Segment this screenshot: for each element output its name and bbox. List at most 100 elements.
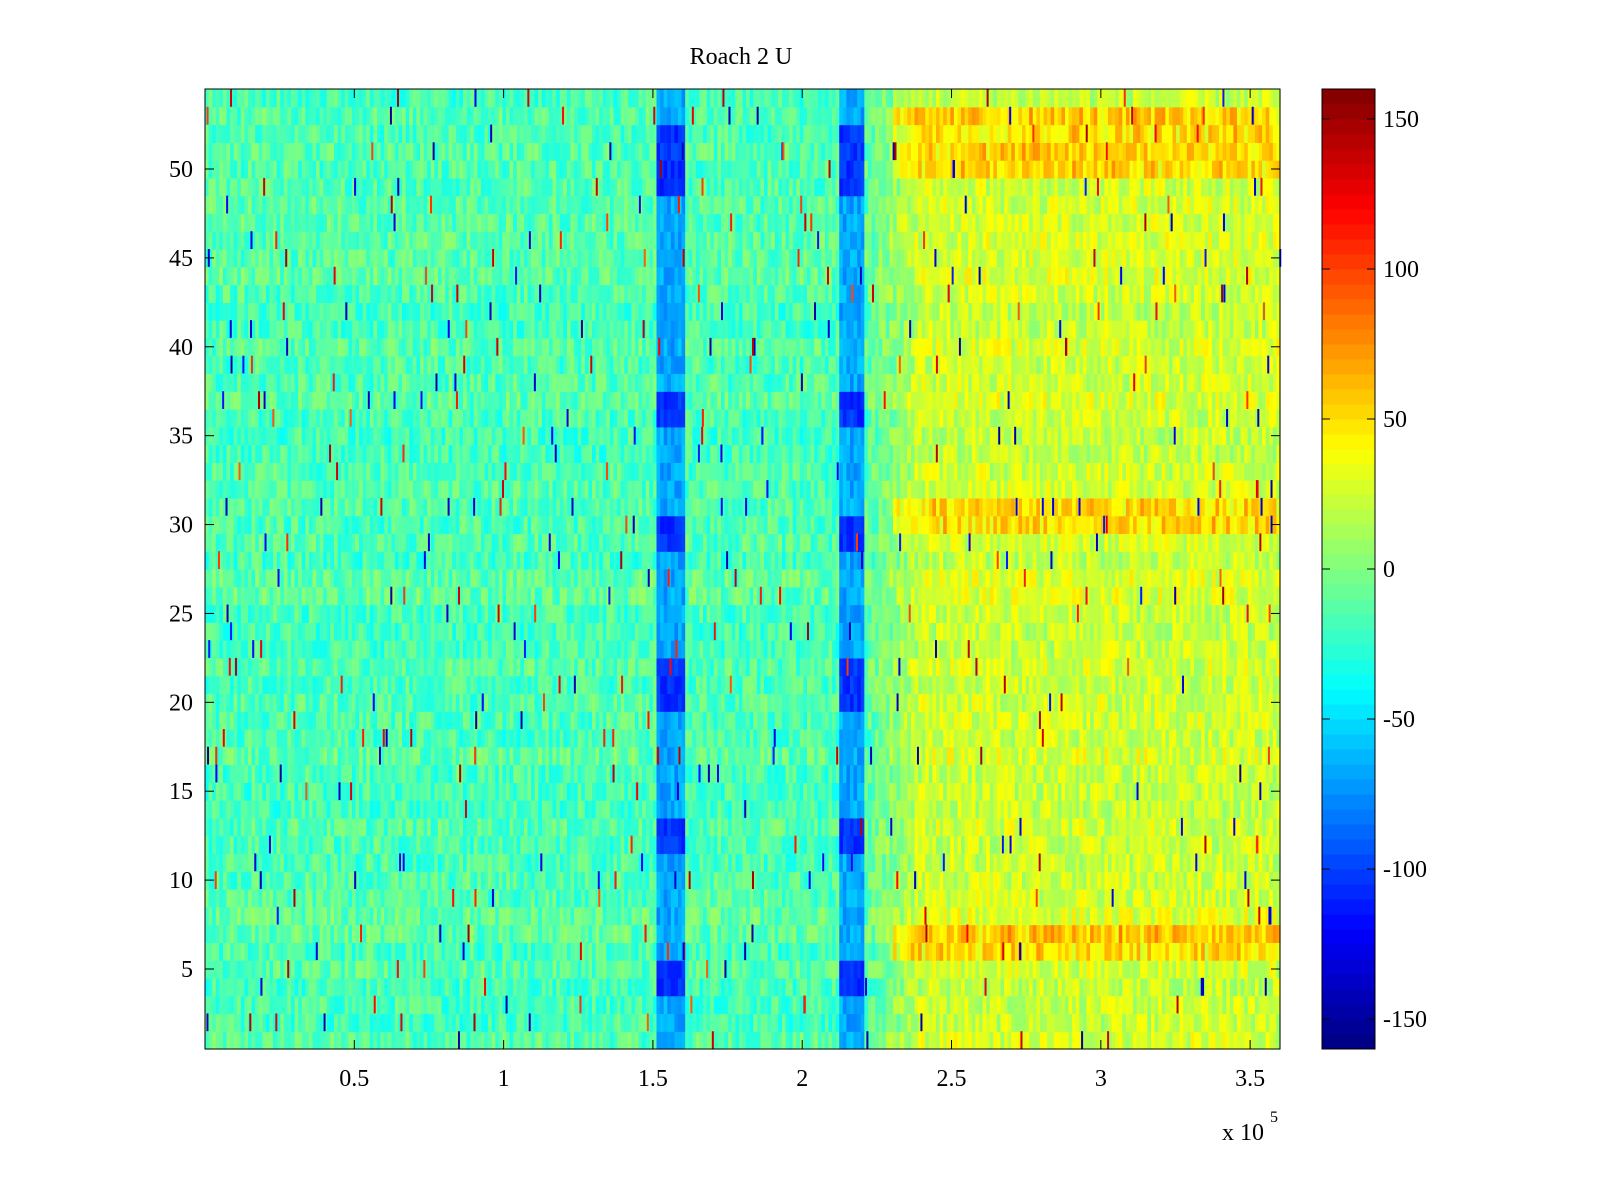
heatmap-cell — [516, 960, 521, 979]
heatmap-cell — [635, 906, 640, 926]
heatmap-cell — [1122, 924, 1127, 943]
heatmap-cell — [434, 977, 439, 997]
heatmap-cell — [807, 1013, 812, 1032]
heatmap-cell — [656, 835, 661, 855]
heatmap-cell — [667, 889, 672, 908]
heatmap-cell — [380, 995, 385, 1015]
heatmap-cell — [1190, 889, 1195, 908]
heatmap-cell — [326, 800, 332, 819]
heatmap-cell — [262, 746, 267, 766]
heatmap-cell — [552, 977, 557, 997]
heatmap-cell — [1104, 977, 1109, 997]
heatmap-cell — [387, 1031, 392, 1050]
heatmap-cell — [602, 977, 607, 997]
heatmap-cell — [710, 906, 715, 926]
heatmap-cell — [663, 800, 668, 819]
heatmap-cell — [939, 853, 944, 872]
heatmap-cell — [1097, 782, 1102, 801]
heatmap-cell — [1208, 906, 1213, 926]
heatmap-cell — [1143, 942, 1149, 961]
heatmap-cell — [588, 835, 593, 855]
heatmap-cell — [832, 977, 837, 997]
heatmap-cell — [645, 835, 650, 855]
heatmap-cell — [434, 853, 439, 872]
heatmap-cell — [1125, 960, 1131, 979]
heatmap-cell — [434, 746, 439, 766]
heatmap-cell — [1140, 924, 1145, 943]
heatmap-cell — [796, 871, 801, 890]
heatmap-cell — [240, 871, 246, 890]
heatmap-cell — [427, 1013, 432, 1032]
heatmap-cell — [914, 764, 919, 783]
heatmap-cell — [832, 1031, 837, 1050]
heatmap-cell — [222, 782, 228, 801]
heatmap-cell — [660, 853, 665, 872]
heatmap-cell — [609, 853, 615, 872]
heatmap-cell — [703, 1031, 708, 1050]
heatmap-cell — [355, 871, 360, 890]
heatmap-cell — [441, 835, 446, 855]
heatmap-cell — [459, 871, 464, 890]
heatmap-cell — [459, 942, 464, 961]
heatmap-cell — [255, 1013, 260, 1032]
heatmap-cell — [420, 1013, 425, 1032]
heatmap-cell — [638, 960, 643, 979]
heatmap-cell — [523, 800, 529, 819]
heatmap-cell — [989, 871, 994, 890]
heatmap-cell — [405, 871, 410, 890]
heatmap-cell — [1151, 889, 1156, 908]
heatmap-cell — [269, 924, 274, 943]
heatmap-cell — [889, 924, 894, 943]
heatmap-cell — [1219, 800, 1224, 819]
heatmap-cell — [527, 817, 532, 837]
heatmap-cell — [509, 942, 514, 961]
heatmap-cell — [606, 764, 611, 783]
heatmap-cell — [484, 746, 489, 766]
heatmap-cell — [337, 960, 342, 979]
heatmap-cell — [423, 782, 428, 801]
heatmap-cell — [581, 924, 586, 943]
heatmap-cell — [1219, 871, 1224, 890]
heatmap-cell — [771, 817, 776, 837]
heatmap-cell — [685, 960, 690, 979]
heatmap-cell — [402, 977, 407, 997]
heatmap-cell — [541, 746, 547, 766]
heatmap-cell — [380, 835, 385, 855]
heatmap-cell — [1090, 871, 1095, 890]
heatmap-cell — [627, 1013, 633, 1032]
heatmap-cell — [867, 817, 873, 837]
heatmap-cell — [330, 924, 335, 943]
heatmap-cell — [391, 924, 396, 943]
heatmap-cell — [420, 924, 425, 943]
heatmap-cell — [875, 960, 880, 979]
heatmap-cell — [362, 889, 367, 908]
heatmap-cell — [1057, 889, 1063, 908]
heatmap-cell — [642, 906, 647, 926]
heatmap-cell — [459, 782, 464, 801]
heatmap-cell — [1065, 1031, 1070, 1050]
heatmap-cell — [1237, 853, 1242, 872]
heatmap-cell — [1079, 1013, 1084, 1032]
heatmap-cell — [781, 942, 787, 961]
heatmap-cell — [1179, 800, 1184, 819]
heatmap-cell — [1125, 1031, 1131, 1050]
heatmap-cell — [756, 764, 762, 783]
heatmap-cell — [1222, 942, 1227, 961]
heatmap-cell — [409, 889, 414, 908]
heatmap-cell — [244, 800, 249, 819]
heatmap-cell — [957, 924, 962, 943]
heatmap-cell — [502, 746, 507, 766]
heatmap-cell — [477, 746, 482, 766]
heatmap-cell — [828, 977, 833, 997]
heatmap-cell — [1054, 924, 1059, 943]
heatmap-cell — [212, 817, 217, 837]
heatmap-cell — [566, 995, 572, 1015]
heatmap-cell — [1222, 977, 1227, 997]
heatmap-cell — [667, 871, 672, 890]
heatmap-cell — [710, 977, 715, 997]
heatmap-cell — [305, 817, 310, 837]
heatmap-cell — [1057, 871, 1063, 890]
heatmap-cell — [1151, 924, 1156, 943]
heatmap-cell — [971, 853, 977, 872]
heatmap-cell — [692, 853, 697, 872]
